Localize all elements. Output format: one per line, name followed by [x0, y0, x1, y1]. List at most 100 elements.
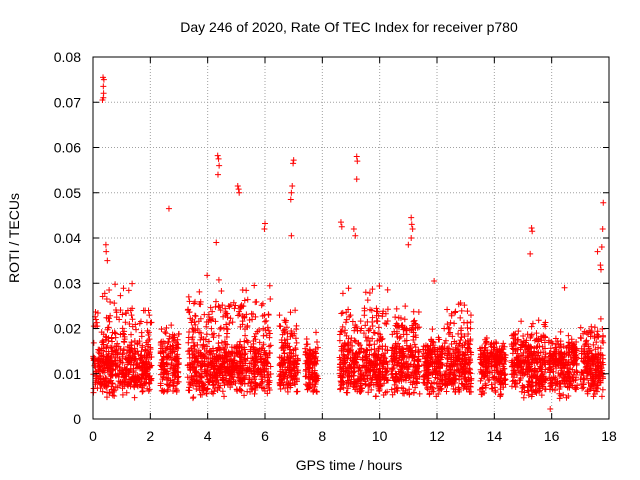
scatter-point — [120, 285, 127, 292]
outlier-point — [288, 189, 295, 196]
scatter-point — [243, 311, 250, 318]
scatter-point — [286, 362, 293, 369]
scatter-point — [531, 337, 538, 344]
scatter-point — [357, 346, 364, 353]
scatter-point — [369, 376, 376, 383]
scatter-point — [230, 299, 237, 306]
scatter-point — [306, 347, 313, 354]
x-tick-label: 8 — [318, 428, 326, 444]
scatter-point — [336, 370, 343, 377]
scatter-point — [394, 377, 401, 384]
scatter-point — [397, 315, 404, 322]
scatter-point — [528, 323, 535, 330]
scatter-point — [112, 281, 119, 288]
scatter-point — [122, 319, 129, 326]
scatter-point — [493, 366, 500, 373]
scatter-point — [234, 371, 241, 378]
scatter-point — [556, 385, 563, 392]
scatter-point — [102, 359, 109, 366]
scatter-point — [112, 306, 119, 313]
scatter-point — [223, 357, 230, 364]
scatter-point — [539, 355, 546, 362]
scatter-point — [108, 386, 115, 393]
scatter-point — [198, 360, 205, 367]
scatter-point — [100, 341, 107, 348]
scatter-point — [260, 364, 267, 371]
scatter-point — [128, 331, 135, 338]
scatter-point — [90, 339, 97, 346]
scatter-point — [99, 293, 106, 300]
scatter-point — [525, 388, 532, 395]
scatter-point — [346, 313, 353, 320]
scatter-point — [585, 379, 592, 386]
scatter-point — [164, 386, 171, 393]
scatter-point — [223, 321, 230, 328]
scatter-point — [157, 380, 164, 387]
scatter-point — [533, 344, 540, 351]
scatter-point — [227, 315, 234, 322]
scatter-point — [518, 318, 525, 325]
scatter-point — [189, 316, 196, 323]
scatter-point — [409, 326, 416, 333]
scatter-point — [138, 359, 145, 366]
outlier-point — [165, 205, 172, 212]
scatter-point — [508, 332, 515, 339]
scatter-point — [229, 319, 236, 326]
scatter-point — [266, 350, 273, 357]
scatter-point — [200, 384, 207, 391]
scatter-point — [394, 322, 401, 329]
outlier-point — [103, 248, 110, 255]
scatter-point — [394, 359, 401, 366]
scatter-point — [463, 358, 470, 365]
scatter-point — [148, 319, 155, 326]
scatter-point — [580, 358, 587, 365]
scatter-point — [266, 282, 273, 289]
scatter-point — [584, 350, 591, 357]
scatter-point — [250, 347, 257, 354]
scatter-point — [238, 344, 245, 351]
scatter-point — [415, 309, 422, 316]
scatter-point — [345, 341, 352, 348]
scatter-point — [105, 315, 112, 322]
scatter-point — [375, 351, 382, 358]
scatter-point — [130, 362, 137, 369]
scatter-point — [207, 359, 214, 366]
scatter-point — [208, 348, 215, 355]
scatter-point — [302, 373, 309, 380]
scatter-point — [549, 351, 556, 358]
scatter-point — [175, 369, 182, 376]
scatter-point — [584, 388, 591, 395]
scatter-point — [212, 318, 219, 325]
scatter-point — [557, 352, 564, 359]
scatter-point — [260, 325, 267, 332]
scatter-point — [337, 385, 344, 392]
scatter-point — [129, 280, 136, 287]
scatter-point — [536, 365, 543, 372]
scatter-point — [119, 311, 126, 318]
scatter-point — [257, 356, 264, 363]
scatter-point — [514, 357, 521, 364]
scatter-point — [215, 367, 222, 374]
scatter-point — [597, 315, 604, 322]
scatter-point — [380, 392, 387, 399]
scatter-point — [129, 316, 136, 323]
scatter-point — [598, 365, 605, 372]
scatter-point — [382, 374, 389, 381]
scatter-point — [424, 360, 431, 367]
scatter-point — [287, 309, 294, 316]
scatter-point — [490, 375, 497, 382]
x-axis-label: GPS time / hours — [296, 457, 403, 473]
scatter-point — [521, 384, 528, 391]
scatter-point — [525, 377, 532, 384]
scatter-point — [193, 369, 200, 376]
scatter-point — [292, 352, 299, 359]
x-tick-label: 12 — [429, 428, 445, 444]
scatter-point — [102, 365, 109, 372]
scatter-point — [521, 389, 528, 396]
scatter-point — [157, 339, 164, 346]
scatter-point — [303, 335, 310, 342]
scatter-point — [185, 387, 192, 394]
scatter-point — [447, 319, 454, 326]
scatter-point — [123, 310, 130, 317]
scatter-point — [140, 307, 147, 314]
